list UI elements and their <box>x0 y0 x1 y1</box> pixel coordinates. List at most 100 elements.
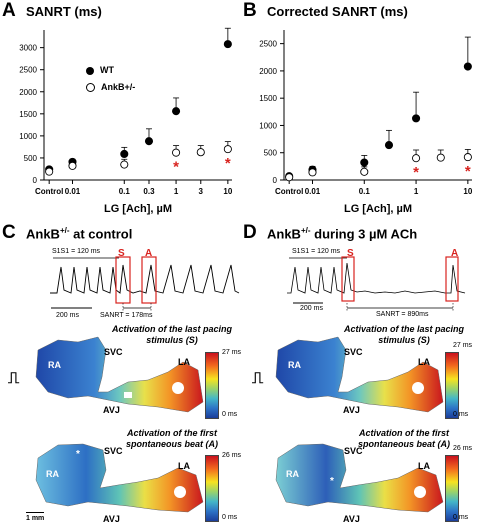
b-wt-point <box>412 114 421 123</box>
b-ankb-significance-star: * <box>465 163 471 180</box>
d-svc-label: SVC <box>344 347 363 357</box>
a-ankb-point <box>172 148 181 157</box>
d-avj-label-2: AVJ <box>343 514 360 524</box>
d-colorbar-1-min: 0 ms <box>453 411 469 418</box>
a-wt-point <box>120 149 129 159</box>
a-y-tick-label: 500 <box>24 154 38 163</box>
d-svc-label-2: SVC <box>344 446 363 456</box>
d-colorbar-2-max: 26 ms <box>453 445 473 452</box>
d-a-marker: A <box>451 248 459 259</box>
b-wt-point <box>463 62 472 71</box>
d-la-label-2: LA <box>418 461 430 471</box>
a-x-tick-label: 0.01 <box>65 187 81 196</box>
c-avj-label: AVJ <box>103 405 120 415</box>
a-wt-point <box>223 40 232 49</box>
a-y-tick-label: 0 <box>33 176 38 185</box>
d-s-box <box>341 256 355 302</box>
c-colorbar-2-min: 0 ms <box>222 514 238 521</box>
c-s1s1-label: S1S1 = 120 ms <box>52 248 101 255</box>
svg-text:*: * <box>330 476 334 487</box>
d-a-box <box>445 256 459 302</box>
panel-a-label: A <box>2 0 16 21</box>
b-x-tick-label: 10 <box>463 187 472 196</box>
b-ankb-significance-star: * <box>413 164 419 181</box>
panel-c-label: C <box>2 222 16 243</box>
c-map1-caption-line2: stimulus (S) <box>146 335 198 345</box>
d-ra-label-2: RA <box>286 469 299 479</box>
corrected-sanrt-chart: 0 500 1000 1500 2000 2500 Control 0.01 0.1 1 10 LG … <box>259 30 473 215</box>
b-ankb-point <box>308 168 317 177</box>
d-map1-caption: Activation of the last pacing stimulus (… <box>340 324 468 346</box>
a-x-tick-label: Control <box>35 187 63 196</box>
c-stim-electrode-icon: ⎍ <box>8 370 20 387</box>
c-s-box <box>115 256 131 304</box>
c-ecg-trace <box>50 256 240 312</box>
c-colorbar-1-max: 27 ms <box>222 349 242 356</box>
c-colorbar-1 <box>205 352 219 419</box>
c-map2-caption: Activation of the first spontaneous beat… <box>108 428 236 450</box>
d-activation-map-1 <box>275 336 444 413</box>
c-avj-label-2: AVJ <box>103 514 120 524</box>
b-ankb-point <box>463 153 472 162</box>
c-map2-caption-line1: Activation of the first <box>126 428 217 438</box>
d-colorbar-1-max: 27 ms <box>453 342 473 349</box>
c-a-marker: A <box>145 248 153 259</box>
c-activation-map-2: * <box>35 443 204 513</box>
d-map2-caption-line2: spontaneous beat (A) <box>357 439 450 449</box>
a-x-tick-label: 1 <box>174 187 179 196</box>
d-s-marker: S <box>347 248 354 259</box>
c-la-label: LA <box>178 357 190 367</box>
a-y-tick-label: 1500 <box>19 110 37 119</box>
legend-ankb-marker <box>86 83 95 93</box>
c-s-marker: S <box>118 248 125 259</box>
panel-d-title: AnkB+/- during 3 µM ACh <box>267 226 418 242</box>
b-x-tick-label: 1 <box>414 187 419 196</box>
b-y-tick-label: 0 <box>273 176 278 185</box>
b-ankb-point <box>436 153 445 162</box>
d-ecg-trace <box>287 256 466 312</box>
d-s1s1-label: S1S1 = 120 ms <box>292 248 341 255</box>
c-colorbar-2 <box>205 455 219 522</box>
a-y-tick-label: 1000 <box>19 132 37 141</box>
svg-text:*: * <box>76 449 80 460</box>
sanrt-chart: 0 500 1000 1500 2000 2500 3000 Control 0.01 0.1 0.… <box>19 27 233 215</box>
b-ankb-point <box>412 154 421 163</box>
legend-wt-label: WT <box>100 65 114 75</box>
c-colorbar-2-max: 26 ms <box>222 452 242 459</box>
a-y-tick-label: 3000 <box>19 44 37 53</box>
b-y-tick-label: 1000 <box>259 121 277 130</box>
c-scale-mm: 1 mm <box>26 515 45 522</box>
d-colorbar-2 <box>445 455 459 522</box>
c-sanrt-label: SANRT = 178ms <box>100 312 153 319</box>
d-stim-electrode-icon: ⎍ <box>252 370 264 387</box>
legend-ankb-label: AnkB+/- <box>101 82 136 92</box>
c-scale-time: 200 ms <box>56 312 79 319</box>
b-ankb-point <box>360 167 369 176</box>
c-scale-bar <box>26 512 44 513</box>
d-colorbar-2-min: 0 ms <box>453 514 469 521</box>
c-map1-caption: Activation of the last pacing stimulus (… <box>108 324 236 346</box>
c-svc-label-2: SVC <box>104 446 123 456</box>
d-sanrt-label: SANRT = 890ms <box>376 311 429 318</box>
c-activation-map-1 <box>35 336 204 413</box>
d-colorbar-1 <box>445 352 459 419</box>
a-ankb-point <box>45 167 54 176</box>
d-activation-map-2: * <box>275 443 444 513</box>
b-x-tick-label: 0.01 <box>305 187 321 196</box>
legend-wt-marker <box>86 66 94 75</box>
b-x-axis-label: LG [Ach], µM <box>344 203 412 215</box>
c-ra-label: RA <box>48 360 61 370</box>
d-map1-caption-line2: stimulus (S) <box>378 335 430 345</box>
b-wt-point <box>360 158 369 167</box>
b-x-tick-label: 0.1 <box>359 187 371 196</box>
c-map1-caption-line1: Activation of the last pacing <box>111 324 232 334</box>
legend-wt: WT <box>86 65 114 75</box>
a-y-tick-label: 2500 <box>19 66 37 75</box>
a-ankb-significance-star: * <box>225 155 231 172</box>
a-ankb-point <box>68 161 77 170</box>
a-x-tick-label: 3 <box>199 187 204 196</box>
d-map1-caption-line1: Activation of the last pacing <box>343 324 464 334</box>
d-ra-label: RA <box>288 360 301 370</box>
a-x-tick-label: 10 <box>223 187 232 196</box>
legend-ankb: AnkB+/- <box>86 82 136 93</box>
